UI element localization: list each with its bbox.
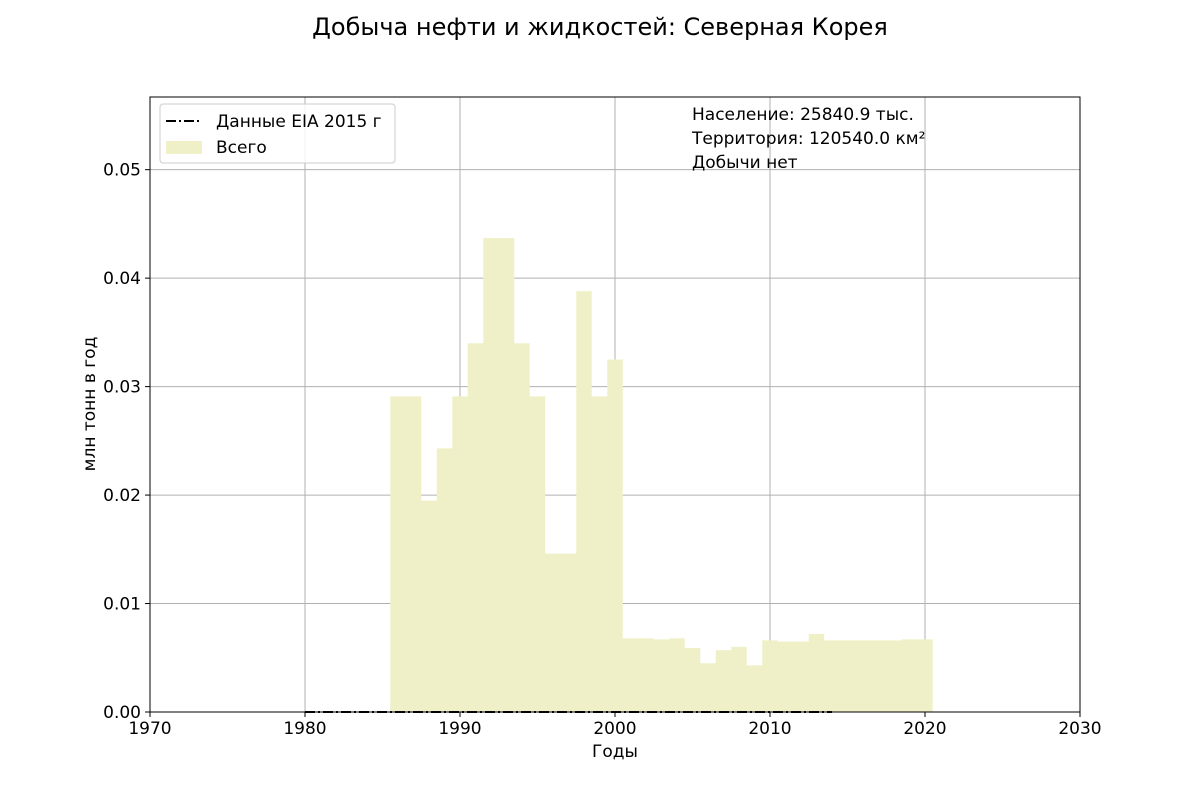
- legend: Данные EIA 2015 г Всего: [159, 103, 396, 164]
- y-tick-label: 0.04: [103, 269, 141, 289]
- x-tick-label: 2010: [748, 719, 791, 739]
- annotation-text: Территория: 120540.0 км²: [691, 129, 925, 149]
- plot-area: 1970 1980 1990 2000 2010 2020 2030 0.00 0.01 0.02…: [103, 96, 1102, 739]
- legend-swatch-total-fill: [166, 141, 202, 154]
- y-axis-label: млн тонн в год: [80, 337, 100, 472]
- x-axis-label: Годы: [592, 742, 638, 762]
- legend-label: Данные EIA 2015 г: [216, 112, 382, 132]
- legend-box: [159, 103, 396, 164]
- annotation-text: Добычи нет: [692, 153, 798, 173]
- annotation-text: Население: 25840.9 тыс.: [692, 105, 914, 125]
- x-tick-label: 1970: [128, 719, 171, 739]
- series-total-area: [390, 238, 933, 712]
- x-tick-label: 2020: [903, 719, 946, 739]
- y-tick-label: 0.05: [103, 161, 141, 181]
- x-tick-label: 1990: [438, 719, 481, 739]
- chart-title: Добыча нефти и жидкостей: Северная Корея: [312, 13, 888, 41]
- x-tick-label: 2030: [1058, 719, 1101, 739]
- y-tick-label: 0.03: [103, 378, 141, 398]
- y-tick-label: 0.02: [103, 486, 141, 506]
- y-tick-label: 0.00: [103, 703, 141, 723]
- x-tick-label: 1980: [283, 719, 326, 739]
- legend-label: Всего: [216, 138, 267, 158]
- x-tick-label: 2000: [593, 719, 636, 739]
- y-tick-label: 0.01: [103, 595, 141, 615]
